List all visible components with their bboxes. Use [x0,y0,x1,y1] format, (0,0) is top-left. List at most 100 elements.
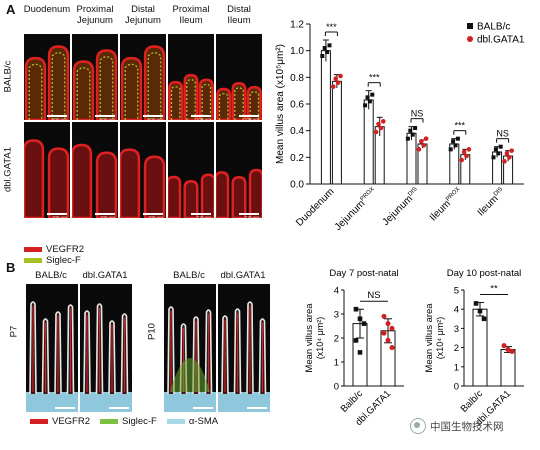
micrograph-tile: 100 μm [216,34,262,120]
data-point [461,149,467,155]
x-tick-label: IleumPROX [428,186,465,223]
micrograph-tile: 100 μm [168,34,214,120]
legend-label: VEGFR2 [46,244,85,255]
villus-shape [183,73,199,120]
data-point [496,151,501,156]
data-point [338,73,343,79]
siglec-stain [170,86,181,120]
villus-shape [183,180,199,218]
day7-chart: Day 7 post-natal 0 1 2 3 4 Mean villus area (x1… [304,268,404,428]
micrograph-tile: 100 μm [72,34,118,120]
siglec-stain [147,52,162,120]
data-point [389,325,395,331]
villus-image [120,45,166,120]
x-tick-label: Balb/c [459,388,486,415]
villus-image [72,143,118,218]
villus-image [216,81,262,120]
significance-label: NS [496,129,509,139]
data-point [501,343,507,349]
scale-bar: 100 μm [143,213,163,218]
villus-shape [72,143,93,218]
data-point [413,126,418,130]
data-point [353,338,359,343]
villus-shape [168,80,184,120]
scale-bar: 100 μm [191,115,211,120]
scale-bar: 100 μm [191,213,211,218]
significance-label: NS [411,109,424,119]
y-tick-label: 1 [454,362,459,373]
data-point [333,76,338,81]
y-tick-label: 3 [334,310,339,321]
legend-item-siglec-f: Siglec-F [24,255,84,266]
villus-image [216,168,262,218]
column-header: BALB/c [35,270,67,281]
micrograph-tile [164,284,216,412]
data-point [509,148,514,153]
legend-marker [467,23,473,29]
x-tick-label-text: Duodenum [294,186,336,228]
data-point [505,347,511,353]
panel-a-letter: A [6,2,16,17]
data-point [419,139,424,144]
data-point [381,330,387,336]
micrograph-tile [26,284,78,412]
x-tick-label-superscript: DIS [407,186,418,197]
data-point [493,147,498,152]
column-header: Duodenum [23,4,71,15]
villus-shape [95,49,118,120]
y-axis-label-unit: (x10⁴ μm²) [435,317,445,360]
column-header: Proximal Ileum [172,4,210,26]
villus-shape [47,147,70,218]
scale-bar-label: 100 μm [243,117,259,120]
data-point [477,308,483,314]
data-point [389,345,395,351]
villus-image [24,139,70,218]
legend-swatch [30,419,48,424]
y-axis-label: Mean villus area [424,303,435,373]
scale-bar-label: 100 μm [195,117,211,120]
data-point [363,103,368,108]
sma-layer [80,392,132,412]
bar [320,50,331,185]
y-tick-label: 0.0 [290,180,304,191]
villus-shape [200,173,214,218]
panel-b-letter: B [6,260,16,275]
data-point [365,95,370,100]
scale-bar [55,407,75,409]
villus-image [168,73,214,120]
y-tick-label: 0 [334,382,339,393]
data-point [357,350,363,355]
data-point [455,136,460,141]
micrograph-tile: 100 μm [120,122,166,218]
data-point [504,151,510,156]
y-tick-label: 0.6 [290,100,304,111]
y-tick-label: 2 [334,334,339,345]
x-tick-label: Duodenum [294,186,336,228]
scale-bar-label: 100 μm [99,117,115,120]
scale-bar: 100 μm [95,213,115,218]
significance-label: *** [326,22,337,32]
y-tick-label: 1.2 [290,20,304,31]
scale-bar-label: 100 μm [51,117,67,120]
data-point [448,147,453,152]
data-point [466,147,472,152]
legend-item-alpha-sma: α-SMA [166,416,219,427]
scale-bar-label: 100 μm [243,215,259,218]
legend-label: α-SMA [188,416,219,427]
data-point [357,316,363,322]
scale-bar-label: 100 μm [147,117,163,120]
data-point [320,54,325,58]
bar [331,80,342,185]
x-tick-label: IleumDIS [476,186,508,218]
villus-shape [216,87,232,120]
villus-shape [24,56,47,120]
y-tick-label: 0 [454,382,459,393]
scale-bar: 100 μm [143,115,163,120]
chart-title: Day 10 post-natal [447,268,521,279]
y-tick-label: 4 [334,286,339,297]
scale-bar: 100 μm [47,213,67,218]
villus-shape [95,151,118,218]
data-point [408,128,413,133]
micrograph-tile: 100 μm [24,122,70,218]
y-tick-label: 3 [454,324,459,335]
